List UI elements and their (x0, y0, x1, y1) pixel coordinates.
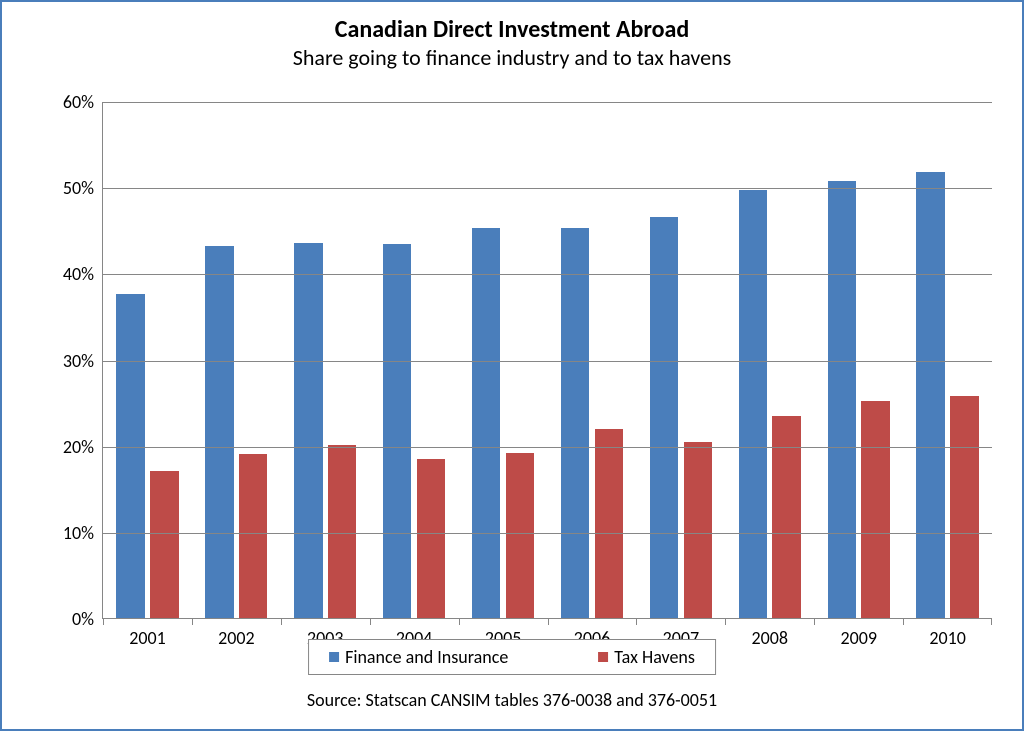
x-tick-label: 2002 (192, 627, 281, 649)
chart-frame: Canadian Direct Investment Abroad Share … (0, 0, 1024, 731)
y-tick-label: 0% (72, 608, 94, 630)
chart-title: Canadian Direct Investment Abroad (2, 16, 1022, 45)
gridline (103, 188, 992, 189)
legend-swatch (598, 652, 608, 662)
y-tick-label: 60% (63, 91, 94, 113)
bar (684, 442, 712, 619)
x-tick (459, 619, 460, 625)
x-tick (636, 619, 637, 625)
x-tick (548, 619, 549, 625)
bar (650, 217, 678, 619)
x-tick-label: 2008 (725, 627, 814, 649)
gridline (103, 533, 992, 534)
bar (294, 243, 322, 619)
x-tick (192, 619, 193, 625)
legend-item: Finance and Insurance (329, 646, 508, 668)
bar (205, 246, 233, 619)
bar (739, 190, 767, 619)
plot-area: 2001200220032004200520062007200820092010 (102, 102, 992, 619)
bar (950, 396, 978, 619)
bar (828, 181, 856, 619)
chart-titles: Canadian Direct Investment Abroad Share … (2, 2, 1022, 71)
gridline (103, 102, 992, 103)
y-tick-label: 50% (63, 177, 94, 199)
x-tick-label: 2010 (903, 627, 992, 649)
bar (595, 429, 623, 619)
legend-item: Tax Havens (598, 646, 695, 668)
bar (506, 453, 534, 619)
gridline (103, 447, 992, 448)
bar (116, 294, 144, 619)
x-tick (725, 619, 726, 625)
bar (383, 244, 411, 619)
x-tick (281, 619, 282, 625)
y-tick-label: 40% (63, 263, 94, 285)
bar (239, 454, 267, 619)
legend-label: Finance and Insurance (345, 646, 508, 668)
x-tick (814, 619, 815, 625)
x-tick-label: 2001 (103, 627, 192, 649)
chart-subtitle: Share going to finance industry and to t… (2, 45, 1022, 71)
y-axis: 0%10%20%30%40%50%60% (42, 102, 102, 619)
bar (417, 459, 445, 619)
bar (916, 172, 944, 619)
y-tick-label: 10% (63, 522, 94, 544)
x-tick (370, 619, 371, 625)
y-tick-label: 30% (63, 350, 94, 372)
x-axis-line (103, 618, 992, 619)
x-tick-label: 2009 (814, 627, 903, 649)
legend-swatch (329, 652, 339, 662)
x-tick (991, 619, 992, 625)
gridline (103, 361, 992, 362)
bar (150, 471, 178, 619)
legend-label: Tax Havens (614, 646, 695, 668)
plot-outer: 0%10%20%30%40%50%60% 2001200220032004200… (42, 102, 992, 619)
bar (472, 228, 500, 619)
bar (561, 228, 589, 619)
y-tick-label: 20% (63, 436, 94, 458)
source-text: Source: Statscan CANSIM tables 376-0038 … (2, 689, 1022, 711)
bar (861, 401, 889, 619)
legend: Finance and Insurance Tax Havens (308, 639, 716, 675)
x-tick (903, 619, 904, 625)
x-tick (103, 619, 104, 625)
gridline (103, 274, 992, 275)
